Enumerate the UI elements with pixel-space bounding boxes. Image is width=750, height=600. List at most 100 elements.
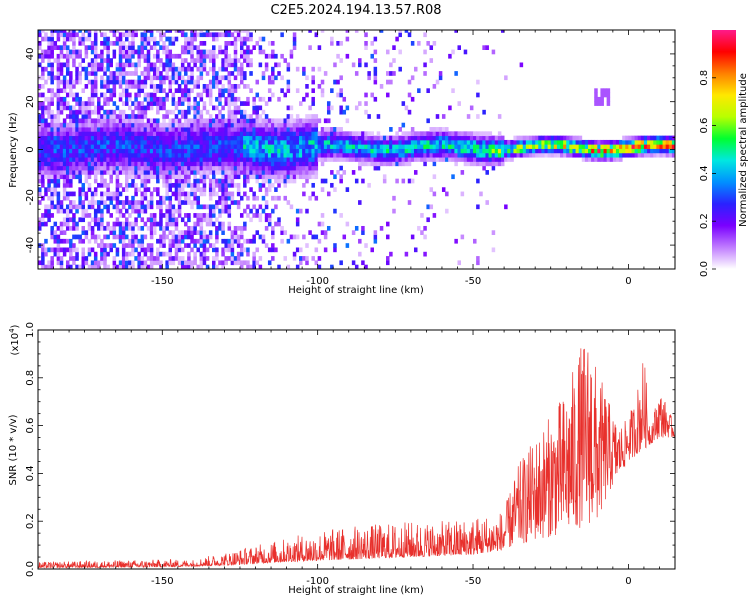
spectrogram-cell [103, 200, 107, 205]
spectrogram-cell [90, 109, 95, 115]
spectrogram-cell [249, 49, 253, 55]
spectrogram-cell [227, 96, 232, 102]
spectrogram-cell [125, 135, 129, 141]
spectrogram-cell [184, 139, 188, 145]
spectrogram-cell [351, 260, 356, 266]
spectrogram-cell [569, 152, 573, 158]
spectrogram-cell [208, 152, 213, 158]
spectrogram-cell [103, 260, 107, 266]
spectrogram-cell [115, 182, 120, 188]
spectrogram-cell [162, 251, 166, 257]
spectrogram-cell [236, 122, 241, 128]
spectrogram-cell [196, 139, 200, 145]
spectrogram-cell [389, 135, 393, 141]
spectrogram-cell [109, 135, 113, 141]
spectrogram-cell [650, 152, 654, 158]
spectrogram-cell [75, 96, 79, 102]
spectrogram-cell [221, 204, 225, 210]
spectrogram-cell [93, 234, 98, 240]
spectrogram-cell [417, 40, 421, 46]
spectrogram-cell [149, 30, 154, 33]
spectrogram-cell [358, 238, 362, 244]
spectrogram-cell [199, 49, 204, 55]
spectrogram-cell [56, 84, 61, 89]
spectrogram-cell [193, 221, 197, 227]
spectrogram-cell [243, 71, 247, 76]
spectrogram-cell [131, 174, 135, 180]
spectrogram-cell [205, 49, 210, 55]
spectrogram-cell [87, 122, 92, 128]
spectrogram-cell [53, 230, 58, 235]
spectrogram-cell [497, 157, 502, 162]
spectrogram-cell [221, 75, 225, 81]
spectrogram-cell [174, 217, 179, 223]
spectrogram-cell [507, 144, 511, 149]
spectrogram-cell [187, 217, 191, 223]
spectrogram-cell [249, 144, 253, 149]
spectrogram-cell [243, 58, 247, 63]
spectrogram-cell [106, 79, 110, 85]
spectrogram-cell [224, 247, 228, 253]
spectrogram-cell [171, 36, 176, 42]
spectrogram-cell [236, 127, 241, 132]
spectrogram-cell [373, 144, 378, 149]
spectrogram-cell [41, 105, 45, 111]
spectrogram-cell [348, 135, 353, 141]
spectrogram-cell [47, 127, 51, 132]
spectrogram-cell [47, 75, 51, 81]
spectrogram-cell [75, 170, 79, 175]
spectrogram-cell [376, 161, 381, 167]
spectrogram-cell [199, 122, 204, 128]
spectrogram-cell [56, 66, 61, 72]
spectrogram-cell [87, 174, 92, 180]
spectrogram-cell [336, 40, 340, 46]
spectrogram-cell [171, 62, 176, 68]
spectrogram-cell [59, 79, 64, 85]
spectrogram-cell [271, 174, 275, 180]
spectrogram-cell [72, 174, 76, 180]
spectrogram-cell [47, 152, 51, 158]
spectrogram-cell [125, 178, 129, 184]
spectrogram-cell [339, 174, 343, 180]
spectrogram-cell [159, 251, 163, 257]
spectrogram-cell [351, 152, 356, 158]
spectrogram-cell [121, 221, 126, 227]
spectrogram-cell [668, 139, 673, 145]
spectrogram-cell [140, 79, 145, 85]
spectrogram-cell [72, 40, 76, 46]
spectrogram-cell [389, 62, 393, 68]
spectrogram-cell [156, 131, 160, 137]
spectrogram-cell [65, 148, 70, 154]
spectrogram-cell [283, 152, 287, 158]
spectrogram-cell [41, 264, 45, 269]
spectrogram-cell [100, 152, 104, 158]
spectrogram-cell [212, 161, 216, 167]
spectrogram-cell [252, 234, 256, 240]
spectrogram-cell [38, 191, 42, 197]
spectrogram-cell [289, 49, 294, 55]
spectrogram-cell [283, 170, 287, 175]
spectrogram-cell [177, 53, 182, 59]
spectrogram-cell [177, 230, 182, 235]
spectrogram-cell [146, 247, 151, 253]
spectrogram-cell [180, 247, 185, 253]
spectrogram-cell [97, 62, 101, 68]
spectrogram-cell [165, 170, 169, 175]
spectrogram-cell [227, 148, 232, 154]
spectrogram-cell [277, 122, 281, 128]
spectrogram-cell [320, 230, 325, 235]
x-tick-label: -150 [151, 576, 174, 587]
spectrogram-cell [264, 53, 269, 59]
spectrogram-cell [373, 36, 378, 42]
spectrogram-cell [72, 256, 76, 261]
spectrogram-cell [261, 131, 266, 137]
spectrogram-cell [62, 247, 67, 253]
spectrogram-cell [177, 256, 182, 261]
spectrogram-cell [97, 208, 101, 214]
spectrogram-cell [72, 157, 76, 162]
spectrogram-cell [423, 234, 427, 240]
spectrogram-cell [441, 131, 446, 137]
spectrogram-cell [221, 49, 225, 55]
spectrogram-cell [292, 118, 297, 124]
spectrogram-cell [187, 135, 191, 141]
